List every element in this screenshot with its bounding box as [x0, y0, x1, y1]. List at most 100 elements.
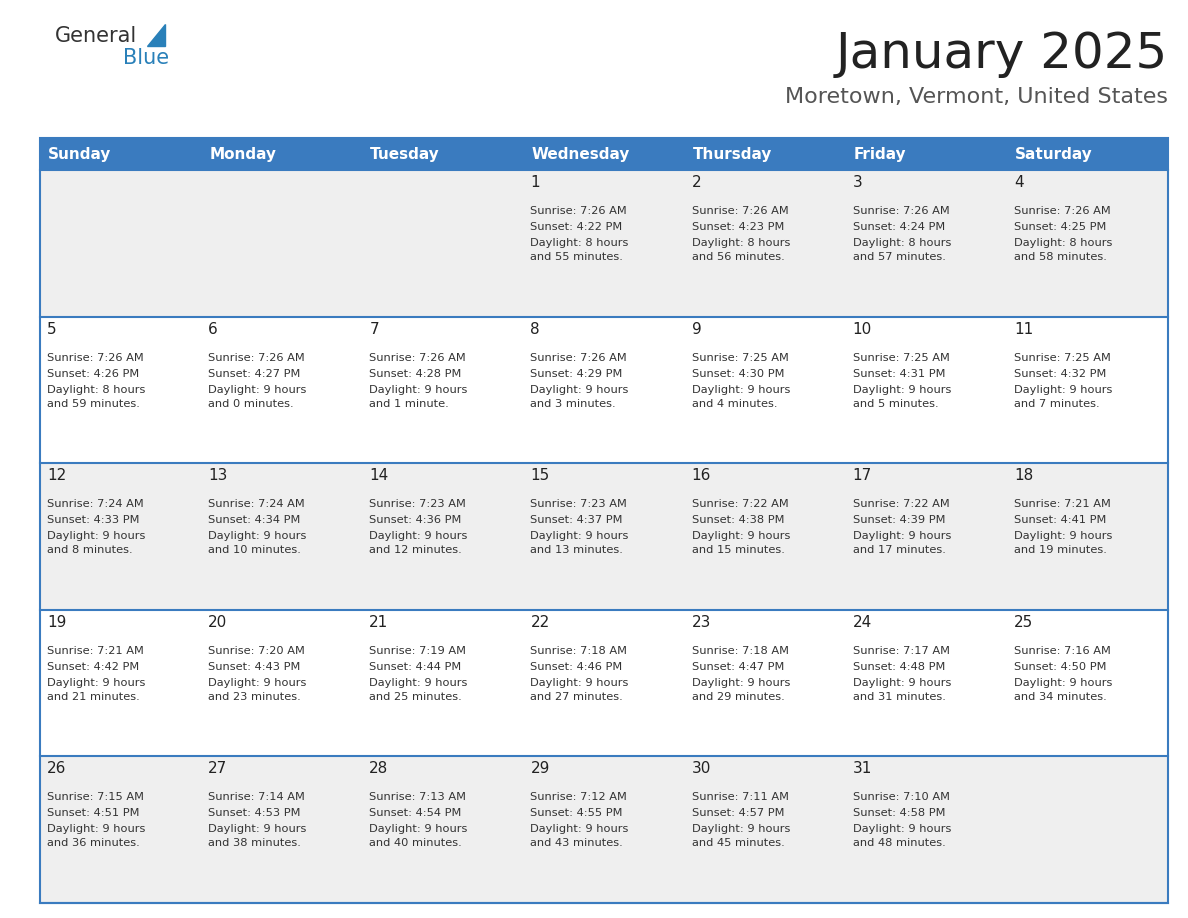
- Text: and 43 minutes.: and 43 minutes.: [530, 838, 624, 848]
- Text: and 0 minutes.: and 0 minutes.: [208, 398, 293, 409]
- Bar: [40, 756, 1168, 903]
- Text: Daylight: 9 hours: Daylight: 9 hours: [208, 677, 307, 688]
- Text: Sunrise: 7:26 AM: Sunrise: 7:26 AM: [691, 206, 789, 216]
- Text: Sunset: 4:55 PM: Sunset: 4:55 PM: [530, 809, 623, 819]
- Text: Daylight: 8 hours: Daylight: 8 hours: [530, 238, 628, 248]
- Text: and 3 minutes.: and 3 minutes.: [530, 398, 617, 409]
- Text: Sunrise: 7:24 AM: Sunrise: 7:24 AM: [48, 499, 144, 509]
- Text: Daylight: 8 hours: Daylight: 8 hours: [853, 238, 952, 248]
- Text: and 8 minutes.: and 8 minutes.: [48, 545, 133, 555]
- Text: and 36 minutes.: and 36 minutes.: [48, 838, 140, 848]
- Text: Daylight: 9 hours: Daylight: 9 hours: [530, 677, 628, 688]
- Text: Sunrise: 7:24 AM: Sunrise: 7:24 AM: [208, 499, 305, 509]
- Text: Daylight: 8 hours: Daylight: 8 hours: [48, 385, 145, 395]
- Text: Daylight: 9 hours: Daylight: 9 hours: [1013, 677, 1112, 688]
- Text: 10: 10: [853, 321, 872, 337]
- Text: 1: 1: [530, 175, 541, 190]
- Text: Sunrise: 7:20 AM: Sunrise: 7:20 AM: [208, 645, 305, 655]
- Text: and 40 minutes.: and 40 minutes.: [369, 838, 462, 848]
- Text: and 19 minutes.: and 19 minutes.: [1013, 545, 1107, 555]
- Text: Sunset: 4:25 PM: Sunset: 4:25 PM: [1013, 222, 1106, 232]
- Text: Sunset: 4:22 PM: Sunset: 4:22 PM: [530, 222, 623, 232]
- Text: Sunrise: 7:16 AM: Sunrise: 7:16 AM: [1013, 645, 1111, 655]
- Text: January 2025: January 2025: [835, 30, 1168, 78]
- Text: and 34 minutes.: and 34 minutes.: [1013, 692, 1106, 701]
- Text: Saturday: Saturday: [1015, 147, 1093, 162]
- Text: and 13 minutes.: and 13 minutes.: [530, 545, 624, 555]
- Text: Sunset: 4:32 PM: Sunset: 4:32 PM: [1013, 369, 1106, 378]
- Text: 25: 25: [1013, 615, 1034, 630]
- Text: and 58 minutes.: and 58 minutes.: [1013, 252, 1107, 262]
- Text: 31: 31: [853, 761, 872, 777]
- Text: Sunrise: 7:10 AM: Sunrise: 7:10 AM: [853, 792, 949, 802]
- Text: Daylight: 9 hours: Daylight: 9 hours: [691, 824, 790, 834]
- Text: Sunset: 4:38 PM: Sunset: 4:38 PM: [691, 515, 784, 525]
- Text: Sunrise: 7:26 AM: Sunrise: 7:26 AM: [1013, 206, 1111, 216]
- Bar: [684, 138, 846, 170]
- Text: Sunset: 4:30 PM: Sunset: 4:30 PM: [691, 369, 784, 378]
- Text: 26: 26: [48, 761, 67, 777]
- Text: Sunrise: 7:22 AM: Sunrise: 7:22 AM: [853, 499, 949, 509]
- Text: and 59 minutes.: and 59 minutes.: [48, 398, 140, 409]
- Text: 8: 8: [530, 321, 541, 337]
- Text: Daylight: 9 hours: Daylight: 9 hours: [208, 385, 307, 395]
- Text: Sunrise: 7:23 AM: Sunrise: 7:23 AM: [369, 499, 466, 509]
- Text: and 15 minutes.: and 15 minutes.: [691, 545, 784, 555]
- Text: 18: 18: [1013, 468, 1034, 483]
- Text: Daylight: 9 hours: Daylight: 9 hours: [208, 824, 307, 834]
- Text: Sunrise: 7:22 AM: Sunrise: 7:22 AM: [691, 499, 789, 509]
- Text: Sunset: 4:37 PM: Sunset: 4:37 PM: [530, 515, 623, 525]
- Text: Daylight: 9 hours: Daylight: 9 hours: [369, 824, 468, 834]
- Text: Sunrise: 7:18 AM: Sunrise: 7:18 AM: [530, 645, 627, 655]
- Text: Sunrise: 7:17 AM: Sunrise: 7:17 AM: [853, 645, 949, 655]
- Text: Monday: Monday: [209, 147, 276, 162]
- Text: Sunrise: 7:26 AM: Sunrise: 7:26 AM: [530, 206, 627, 216]
- Text: Sunset: 4:57 PM: Sunset: 4:57 PM: [691, 809, 784, 819]
- Text: Sunset: 4:26 PM: Sunset: 4:26 PM: [48, 369, 139, 378]
- Text: Sunrise: 7:14 AM: Sunrise: 7:14 AM: [208, 792, 305, 802]
- Text: General: General: [55, 26, 138, 46]
- Text: Sunrise: 7:26 AM: Sunrise: 7:26 AM: [369, 353, 466, 363]
- Text: 15: 15: [530, 468, 550, 483]
- Text: 20: 20: [208, 615, 227, 630]
- Text: Sunset: 4:54 PM: Sunset: 4:54 PM: [369, 809, 462, 819]
- Text: Sunset: 4:44 PM: Sunset: 4:44 PM: [369, 662, 461, 672]
- Text: Sunday: Sunday: [48, 147, 112, 162]
- Text: Sunset: 4:27 PM: Sunset: 4:27 PM: [208, 369, 301, 378]
- Text: 29: 29: [530, 761, 550, 777]
- Text: Daylight: 9 hours: Daylight: 9 hours: [1013, 385, 1112, 395]
- Text: 12: 12: [48, 468, 67, 483]
- Text: Sunrise: 7:26 AM: Sunrise: 7:26 AM: [48, 353, 144, 363]
- Text: 13: 13: [208, 468, 228, 483]
- Text: and 56 minutes.: and 56 minutes.: [691, 252, 784, 262]
- Text: and 31 minutes.: and 31 minutes.: [853, 692, 946, 701]
- Text: Sunrise: 7:11 AM: Sunrise: 7:11 AM: [691, 792, 789, 802]
- Text: 7: 7: [369, 321, 379, 337]
- Text: Daylight: 9 hours: Daylight: 9 hours: [853, 385, 952, 395]
- Bar: [40, 610, 1168, 756]
- Text: Daylight: 9 hours: Daylight: 9 hours: [530, 385, 628, 395]
- Text: Daylight: 9 hours: Daylight: 9 hours: [530, 532, 628, 542]
- Text: Sunrise: 7:21 AM: Sunrise: 7:21 AM: [1013, 499, 1111, 509]
- Text: 24: 24: [853, 615, 872, 630]
- Text: Daylight: 9 hours: Daylight: 9 hours: [369, 677, 468, 688]
- Text: Tuesday: Tuesday: [371, 147, 440, 162]
- Text: Sunrise: 7:15 AM: Sunrise: 7:15 AM: [48, 792, 144, 802]
- Text: Sunrise: 7:23 AM: Sunrise: 7:23 AM: [530, 499, 627, 509]
- Bar: [40, 464, 1168, 610]
- Text: Daylight: 9 hours: Daylight: 9 hours: [208, 532, 307, 542]
- Text: and 55 minutes.: and 55 minutes.: [530, 252, 624, 262]
- Text: 4: 4: [1013, 175, 1024, 190]
- Text: Daylight: 9 hours: Daylight: 9 hours: [369, 385, 468, 395]
- Text: Sunrise: 7:25 AM: Sunrise: 7:25 AM: [853, 353, 949, 363]
- Text: Moretown, Vermont, United States: Moretown, Vermont, United States: [785, 87, 1168, 107]
- Text: and 45 minutes.: and 45 minutes.: [691, 838, 784, 848]
- Text: Sunset: 4:34 PM: Sunset: 4:34 PM: [208, 515, 301, 525]
- Text: Daylight: 9 hours: Daylight: 9 hours: [691, 532, 790, 542]
- Text: 28: 28: [369, 761, 388, 777]
- Text: and 29 minutes.: and 29 minutes.: [691, 692, 784, 701]
- Text: Sunset: 4:31 PM: Sunset: 4:31 PM: [853, 369, 946, 378]
- Text: Sunset: 4:42 PM: Sunset: 4:42 PM: [48, 662, 139, 672]
- Text: Sunset: 4:50 PM: Sunset: 4:50 PM: [1013, 662, 1106, 672]
- Text: 3: 3: [853, 175, 862, 190]
